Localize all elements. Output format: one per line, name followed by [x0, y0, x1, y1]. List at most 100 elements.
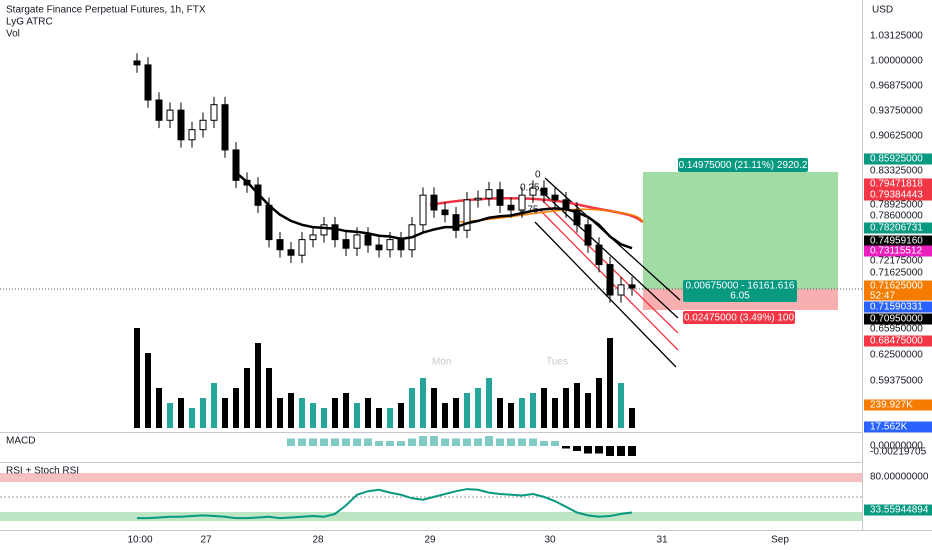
volume-bar [310, 403, 316, 428]
price-badge-label: 0.70950000 [870, 314, 923, 325]
price-badge [864, 335, 932, 347]
volume-bar [332, 398, 338, 428]
candle-body [199, 119, 207, 131]
volume-bar [266, 368, 272, 428]
pane-badge-label: 33.55944894 [870, 505, 929, 516]
price-label: 0.78925000 [870, 200, 923, 211]
pane-badge [864, 504, 932, 516]
volume-bar [365, 398, 371, 428]
volume-bar [530, 393, 536, 428]
time-label: 27 [200, 535, 212, 546]
rsi-oversold-band [0, 512, 862, 521]
volume-bar [508, 403, 514, 428]
candle-body [551, 194, 559, 201]
volume-bar [541, 388, 547, 428]
volume-bar [475, 388, 481, 428]
candle-body [595, 244, 603, 266]
macd-bar [518, 438, 526, 446]
candle-body [177, 109, 185, 141]
macd-bar [584, 446, 592, 454]
candle-body [188, 129, 196, 141]
price-label: 0.83325000 [870, 166, 923, 177]
macd-bar [595, 446, 603, 454]
pane-badge-label: 239.927K [870, 400, 913, 411]
pane-badge [864, 421, 932, 433]
price-badge [864, 313, 932, 325]
price-label: 0.62500000 [870, 350, 923, 361]
candle-body [144, 64, 152, 101]
candle-body [419, 194, 427, 226]
volume-bar [178, 398, 184, 428]
entry-label: 0.00675000 - 16161.616 [686, 281, 795, 292]
macd-bar [551, 441, 559, 446]
pane-badge [864, 399, 932, 411]
volume-bar [299, 398, 305, 428]
pane-badge-label: 0.00000000 [870, 441, 923, 452]
volume-name: Vol [6, 29, 20, 40]
volume-bar [200, 398, 206, 428]
candle-body [474, 197, 482, 201]
stop-label: 0.02475000 (3.49%) 100 [684, 313, 795, 324]
volume-bar [552, 398, 558, 428]
candle-body [397, 239, 405, 251]
macd-bar [540, 441, 548, 446]
target-box [678, 158, 808, 172]
volume-bar [398, 403, 404, 428]
indicator-name: LyG ATRC [6, 17, 53, 28]
volume-bar [464, 393, 470, 428]
macd-bar [463, 438, 471, 446]
price-badge [864, 178, 932, 190]
volume-bar [387, 408, 393, 428]
macd-bar [287, 438, 295, 446]
ema-line [235, 171, 633, 250]
candle-body [452, 214, 460, 231]
volume-bar [376, 408, 382, 428]
price-badge [864, 235, 932, 247]
volume-bar [288, 393, 294, 428]
macd-bar [562, 446, 570, 449]
entry-ratio: 6.05 [730, 291, 750, 302]
volume-bar [607, 338, 613, 428]
volume-bar [211, 383, 217, 428]
volume-bar [134, 328, 140, 428]
candle-body [232, 149, 240, 181]
pane-title: MACD [6, 436, 35, 447]
volume-bar [354, 403, 360, 428]
volume-bar [189, 408, 195, 428]
candle-body [518, 194, 526, 211]
time-label: 10:00 [127, 535, 152, 546]
candle-body [485, 189, 493, 199]
time-label: 31 [656, 535, 668, 546]
macd-bar [298, 438, 306, 446]
macd-bar [452, 438, 460, 446]
macd-bar [474, 438, 482, 446]
macd-bar [309, 438, 317, 446]
price-badge [864, 280, 932, 301]
candle-body [287, 249, 295, 256]
macd-bar [331, 438, 339, 446]
macd-bar [353, 438, 361, 446]
time-label: 28 [312, 535, 324, 546]
volume-bar [233, 388, 239, 428]
chart-title: Stargate Finance Perpetual Futures, 1h, … [6, 5, 206, 16]
volume-bar [442, 403, 448, 428]
fib-label: 0 [535, 170, 541, 181]
macd-bar [628, 446, 636, 456]
candle-body [298, 239, 306, 256]
price-label: 0.93750000 [870, 106, 923, 117]
time-label: 30 [544, 535, 556, 546]
candle-body [540, 187, 548, 196]
volume-bar [145, 353, 151, 428]
macd-bar [320, 438, 328, 446]
candle-body [430, 194, 438, 211]
volume-bar [222, 398, 228, 428]
pane-badge-label: 80.00000000 [870, 472, 929, 483]
candle-body [441, 209, 449, 216]
macd-bar [441, 438, 449, 446]
pane-badge-label: -0.00219705 [870, 447, 927, 458]
volume-bar [585, 393, 591, 428]
stop-box [683, 311, 795, 324]
ma-line [459, 208, 644, 223]
volume-bar [420, 378, 426, 428]
